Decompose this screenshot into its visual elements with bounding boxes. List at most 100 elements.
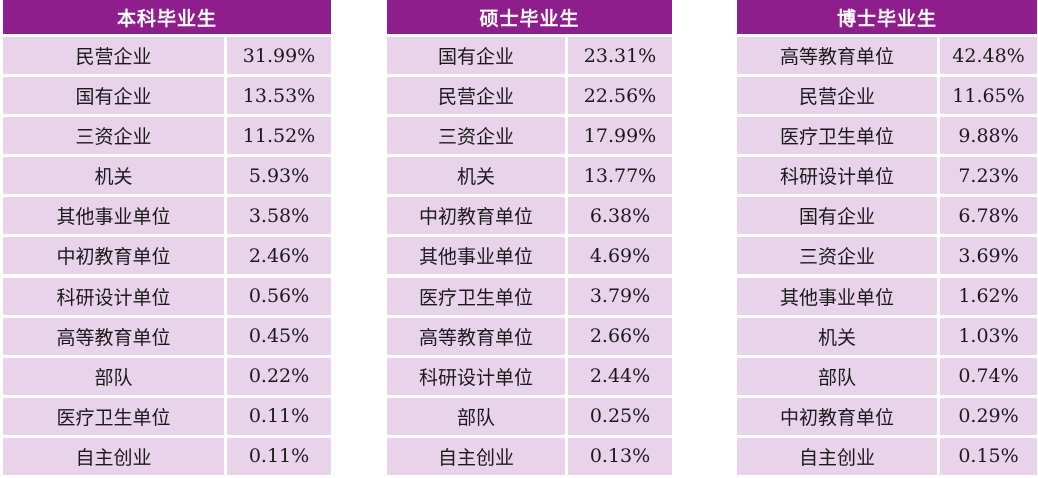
table-row: 部队 0.74% xyxy=(737,357,1037,395)
row-value: 0.11% xyxy=(227,397,331,435)
row-value: 7.23% xyxy=(940,157,1037,195)
row-value: 42.48% xyxy=(940,37,1037,74)
table-row: 民营企业 22.56% xyxy=(387,77,672,115)
table-row: 高等教育单位 2.66% xyxy=(387,317,672,355)
table-row: 机关 1.03% xyxy=(737,317,1037,355)
row-value: 31.99% xyxy=(227,37,331,74)
row-label: 三资企业 xyxy=(737,237,937,275)
row-label: 其他事业单位 xyxy=(3,197,224,235)
row-value: 6.38% xyxy=(568,197,672,235)
row-label: 科研设计单位 xyxy=(387,357,565,395)
table-row: 科研设计单位 2.44% xyxy=(387,357,672,395)
row-value: 9.88% xyxy=(940,117,1037,155)
row-label: 民营企业 xyxy=(3,37,224,74)
table-row: 国有企业 13.53% xyxy=(3,77,331,115)
table-row: 医疗卫生单位 0.11% xyxy=(3,397,331,435)
row-label: 部队 xyxy=(3,357,224,395)
row-label: 医疗卫生单位 xyxy=(3,397,224,435)
table-row: 三资企业 11.52% xyxy=(3,117,331,155)
table-row: 三资企业 17.99% xyxy=(387,117,672,155)
table-row: 科研设计单位 7.23% xyxy=(737,157,1037,195)
row-label: 科研设计单位 xyxy=(737,157,937,195)
master-table: 硕士毕业生 国有企业 23.31% 民营企业 22.56% 三资企业 17.99% 机关 13.… xyxy=(387,0,672,478)
row-label: 中初教育单位 xyxy=(3,237,224,275)
table-row: 其他事业单位 1.62% xyxy=(737,277,1037,315)
row-value: 3.79% xyxy=(568,277,672,315)
row-label: 国有企业 xyxy=(737,197,937,235)
row-label: 机关 xyxy=(387,157,565,195)
table-row: 民营企业 11.65% xyxy=(737,77,1037,115)
row-label: 自主创业 xyxy=(387,437,565,475)
table-row: 三资企业 3.69% xyxy=(737,237,1037,275)
table-row: 国有企业 23.31% xyxy=(387,37,672,74)
table-row: 科研设计单位 0.56% xyxy=(3,277,331,315)
row-value: 17.99% xyxy=(568,117,672,155)
row-label: 其他事业单位 xyxy=(737,277,937,315)
row-label: 中初教育单位 xyxy=(737,397,937,435)
row-value: 0.25% xyxy=(568,397,672,435)
table-row: 中初教育单位 6.38% xyxy=(387,197,672,235)
row-label: 部队 xyxy=(387,397,565,435)
table-row: 其他事业单位 3.58% xyxy=(3,197,331,235)
row-label: 机关 xyxy=(737,317,937,355)
row-label: 自主创业 xyxy=(737,437,937,475)
row-value: 2.66% xyxy=(568,317,672,355)
table-row: 机关 13.77% xyxy=(387,157,672,195)
row-value: 1.03% xyxy=(940,317,1037,355)
table-row: 高等教育单位 42.48% xyxy=(737,37,1037,74)
table-row: 自主创业 0.13% xyxy=(387,437,672,475)
row-value: 13.53% xyxy=(227,77,331,115)
row-value: 3.69% xyxy=(940,237,1037,275)
row-label: 高等教育单位 xyxy=(387,317,565,355)
row-label: 自主创业 xyxy=(3,437,224,475)
row-value: 0.15% xyxy=(940,437,1037,475)
row-value: 23.31% xyxy=(568,37,672,74)
row-value: 6.78% xyxy=(940,197,1037,235)
table-header-title: 本科毕业生 xyxy=(3,0,331,34)
undergraduate-table: 本科毕业生 民营企业 31.99% 国有企业 13.53% 三资企业 11.52% 机关 5.9… xyxy=(3,0,331,478)
row-value: 11.52% xyxy=(227,117,331,155)
table-row: 高等教育单位 0.45% xyxy=(3,317,331,355)
row-label: 其他事业单位 xyxy=(387,237,565,275)
doctoral-table: 博士毕业生 高等教育单位 42.48% 民营企业 11.65% 医疗卫生单位 9.88% 科研… xyxy=(737,0,1037,478)
row-value: 4.69% xyxy=(568,237,672,275)
row-value: 3.58% xyxy=(227,197,331,235)
row-label: 医疗卫生单位 xyxy=(387,277,565,315)
row-label: 三资企业 xyxy=(3,117,224,155)
row-label: 中初教育单位 xyxy=(387,197,565,235)
row-value: 2.44% xyxy=(568,357,672,395)
table-row: 民营企业 31.99% xyxy=(3,37,331,74)
table-row: 医疗卫生单位 3.79% xyxy=(387,277,672,315)
table-header-title: 硕士毕业生 xyxy=(387,0,672,34)
row-value: 0.74% xyxy=(940,357,1037,395)
row-value: 2.46% xyxy=(227,237,331,275)
row-value: 0.22% xyxy=(227,357,331,395)
row-label: 国有企业 xyxy=(3,77,224,115)
table-row: 其他事业单位 4.69% xyxy=(387,237,672,275)
table-row: 部队 0.22% xyxy=(3,357,331,395)
row-value: 0.29% xyxy=(940,397,1037,435)
table-row: 部队 0.25% xyxy=(387,397,672,435)
table-row: 自主创业 0.15% xyxy=(737,437,1037,475)
row-label: 三资企业 xyxy=(387,117,565,155)
row-value: 22.56% xyxy=(568,77,672,115)
row-value: 13.77% xyxy=(568,157,672,195)
row-label: 国有企业 xyxy=(387,37,565,74)
table-row: 机关 5.93% xyxy=(3,157,331,195)
table-row: 国有企业 6.78% xyxy=(737,197,1037,235)
table-row: 中初教育单位 0.29% xyxy=(737,397,1037,435)
row-value: 11.65% xyxy=(940,77,1037,115)
row-value: 0.56% xyxy=(227,277,331,315)
row-label: 科研设计单位 xyxy=(3,277,224,315)
row-value: 5.93% xyxy=(227,157,331,195)
row-value: 0.45% xyxy=(227,317,331,355)
row-value: 0.11% xyxy=(227,437,331,475)
row-label: 部队 xyxy=(737,357,937,395)
table-row: 中初教育单位 2.46% xyxy=(3,237,331,275)
table-row: 自主创业 0.11% xyxy=(3,437,331,475)
row-value: 1.62% xyxy=(940,277,1037,315)
row-label: 机关 xyxy=(3,157,224,195)
row-label: 高等教育单位 xyxy=(3,317,224,355)
table-row: 医疗卫生单位 9.88% xyxy=(737,117,1037,155)
row-label: 民营企业 xyxy=(737,77,937,115)
